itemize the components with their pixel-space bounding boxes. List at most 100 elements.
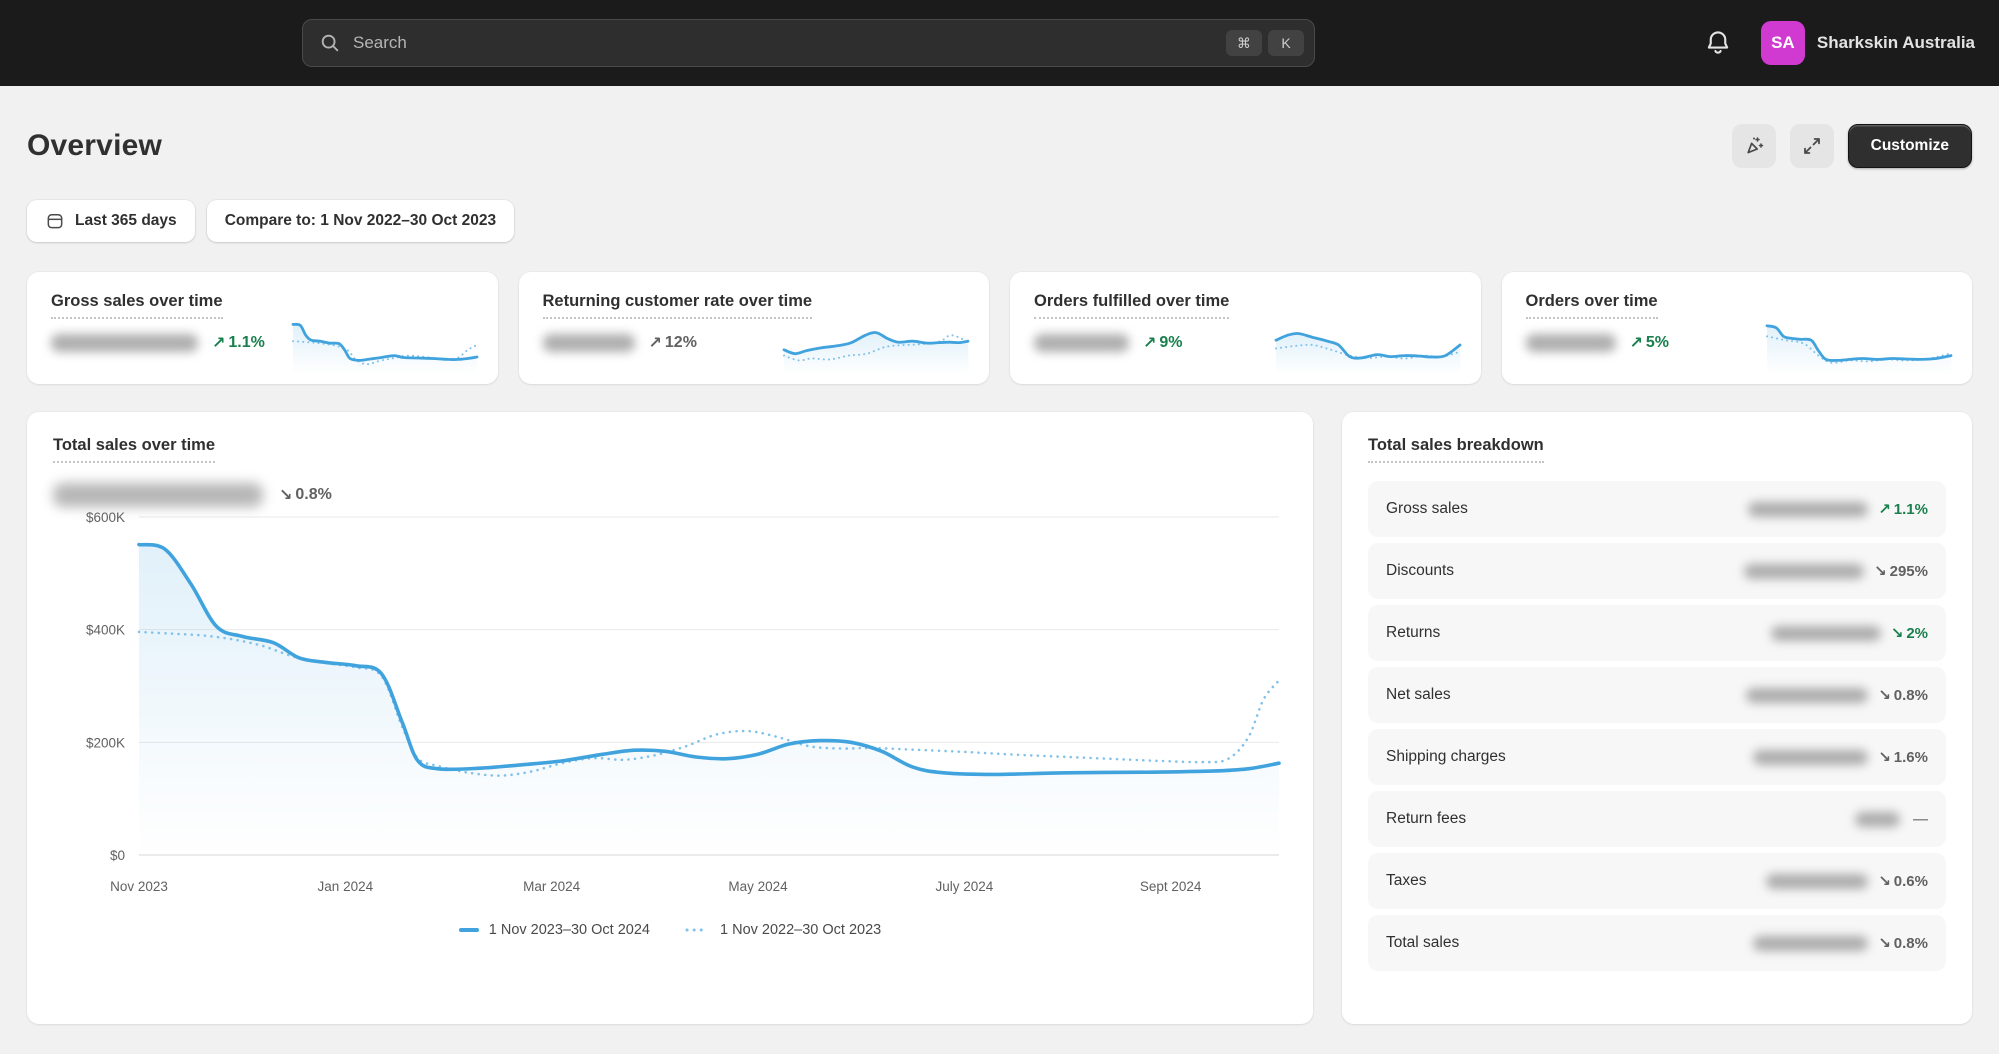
metric-sparkline xyxy=(291,322,478,374)
metric-card[interactable]: Gross sales over time ↗ 1.1% xyxy=(27,272,498,384)
change-arrow-icon: ↘ xyxy=(1878,873,1891,890)
breakdown-row-label: Gross sales xyxy=(1386,500,1468,517)
breakdown-row[interactable]: Discounts ↘ 295% xyxy=(1368,543,1946,599)
metric-title: Orders over time xyxy=(1525,292,1658,319)
svg-text:$400K: $400K xyxy=(86,623,125,638)
sidekick-button[interactable] xyxy=(1731,124,1776,168)
svg-text:July 2024: July 2024 xyxy=(935,879,993,894)
row-change: ↘ 2% xyxy=(1890,624,1928,643)
change-arrow-icon: ↘ xyxy=(1878,935,1891,952)
svg-text:$600K: $600K xyxy=(86,510,125,525)
breakdown-row-label: Discounts xyxy=(1386,562,1455,579)
notifications-button[interactable] xyxy=(1699,24,1737,62)
redacted-total-sales-value xyxy=(53,483,263,507)
metric-change: ↗ 5% xyxy=(1629,334,1670,352)
breakdown-row-label: Taxes xyxy=(1386,872,1427,889)
change-arrow-icon: ↘ xyxy=(279,487,293,504)
metric-change: ↗ 12% xyxy=(648,334,697,352)
metric-card[interactable]: Returning customer rate over time ↗ 12% xyxy=(518,272,989,384)
store-avatar: SA xyxy=(1760,21,1805,65)
change-arrow-icon: ↘ xyxy=(1878,687,1891,704)
search-input[interactable] xyxy=(351,32,1220,54)
topbar: ⌘ K SA Sharkskin Australia xyxy=(0,0,1999,86)
svg-text:May 2024: May 2024 xyxy=(728,879,788,894)
breakdown-row[interactable]: Net sales ↘ 0.8% xyxy=(1368,667,1946,723)
legend-previous-period[interactable]: 1 Nov 2022–30 Oct 2023 xyxy=(684,922,881,938)
svg-text:Mar 2024: Mar 2024 xyxy=(523,879,581,894)
redacted-row-value xyxy=(1748,501,1869,517)
chart-legend: 1 Nov 2023–30 Oct 2024 1 Nov 2022–30 Oct… xyxy=(53,922,1287,938)
metric-title: Returning customer rate over time xyxy=(542,292,813,319)
breakdown-row[interactable]: Shipping charges ↘ 1.6% xyxy=(1368,729,1946,785)
change-arrow-icon: ↘ xyxy=(1878,749,1891,766)
store-name: Sharkskin Australia xyxy=(1816,33,1975,52)
redacted-metric-value xyxy=(1525,334,1616,352)
svg-text:Nov 2023: Nov 2023 xyxy=(110,879,168,894)
row-change: ↘ 0.8% xyxy=(1878,934,1928,953)
date-range-label: Last 365 days xyxy=(75,212,177,229)
filters-row: Last 365 days Compare to: 1 Nov 2022–30 … xyxy=(27,200,1972,242)
chart-title[interactable]: Total sales over time xyxy=(53,436,216,463)
dotted-line-swatch xyxy=(685,928,710,932)
total-sales-chart-card: Total sales over time ↘ 0.8% $0 $200K $400… xyxy=(27,412,1313,1024)
breakdown-row[interactable]: Return fees — xyxy=(1368,791,1946,847)
search-box[interactable]: ⌘ K xyxy=(302,19,1315,67)
breakdown-rows: Gross sales ↗ 1.1% Discounts ↘ 295% Retu… xyxy=(1368,481,1946,971)
breakdown-row[interactable]: Total sales ↘ 0.8% xyxy=(1368,915,1946,971)
total-sales-breakdown-card: Total sales breakdown Gross sales ↗ 1.1%… xyxy=(1342,412,1972,1024)
metric-sparkline xyxy=(782,331,970,374)
redacted-row-value xyxy=(1855,811,1900,827)
redacted-metric-value xyxy=(1034,334,1129,352)
row-change: ↗ 1.1% xyxy=(1878,500,1928,519)
shortcut-cmd-key: ⌘ xyxy=(1226,30,1262,56)
breakdown-title[interactable]: Total sales breakdown xyxy=(1368,436,1544,463)
change-arrow-icon: ↘ xyxy=(1890,625,1904,642)
change-arrow-icon: ↗ xyxy=(1143,335,1157,352)
page-header: Overview Customize xyxy=(27,124,1972,168)
metric-card[interactable]: Orders fulfilled over time ↗ 9% xyxy=(1010,272,1481,384)
search-icon xyxy=(321,34,339,52)
metric-card[interactable]: Orders over time ↗ 5% xyxy=(1501,272,1972,384)
sidekick-sparkle-icon xyxy=(1746,137,1763,154)
breakdown-row-label: Total sales xyxy=(1386,934,1460,951)
metric-sparkline xyxy=(1274,332,1461,374)
svg-text:$0: $0 xyxy=(110,848,125,863)
redacted-metric-value xyxy=(542,334,635,352)
header-actions: Customize xyxy=(1731,124,1972,168)
row-change: ↘ 295% xyxy=(1874,562,1928,581)
redacted-row-value xyxy=(1766,873,1869,889)
metric-cards-row: Gross sales over time ↗ 1.1% Returning c… xyxy=(27,272,1972,384)
date-range-button[interactable]: Last 365 days xyxy=(27,200,195,242)
customize-button[interactable]: Customize xyxy=(1847,124,1972,168)
svg-text:Sept 2024: Sept 2024 xyxy=(1140,879,1202,894)
compare-label: Compare to: 1 Nov 2022–30 Oct 2023 xyxy=(224,212,497,229)
metric-title: Orders fulfilled over time xyxy=(1034,292,1230,319)
change-arrow-icon: ↘ xyxy=(1874,563,1887,580)
breakdown-row-label: Shipping charges xyxy=(1386,748,1506,765)
legend-current-period[interactable]: 1 Nov 2023–30 Oct 2024 xyxy=(458,922,650,938)
breakdown-row[interactable]: Returns ↘ 2% xyxy=(1368,605,1946,661)
breakdown-row-label: Returns xyxy=(1386,624,1441,641)
row-change: ↘ 1.6% xyxy=(1878,748,1928,767)
redacted-row-value xyxy=(1744,563,1865,579)
breakdown-row[interactable]: Taxes ↘ 0.6% xyxy=(1368,853,1946,909)
bell-icon xyxy=(1707,31,1729,54)
page-title: Overview xyxy=(27,129,163,162)
total-sales-line-chart: $0 $200K $400K $600K Nov 2023 Jan 2024 Mar 202… xyxy=(86,510,1281,894)
topbar-right: SA Sharkskin Australia xyxy=(1699,0,1975,86)
change-arrow-icon: ↗ xyxy=(648,335,662,352)
breakdown-row-label: Net sales xyxy=(1386,686,1451,703)
redacted-row-value xyxy=(1746,687,1869,703)
compare-button[interactable]: Compare to: 1 Nov 2022–30 Oct 2023 xyxy=(206,200,515,242)
solid-line-swatch xyxy=(458,928,479,932)
expand-icon xyxy=(1803,138,1820,154)
change-arrow-icon: ↗ xyxy=(1629,335,1643,352)
expand-button[interactable] xyxy=(1789,124,1834,168)
row-change: ↘ 0.8% xyxy=(1878,686,1928,705)
redacted-metric-value xyxy=(51,334,198,352)
store-account-button[interactable]: SA Sharkskin Australia xyxy=(1760,21,1975,65)
redacted-row-value xyxy=(1753,749,1869,765)
breakdown-row[interactable]: Gross sales ↗ 1.1% xyxy=(1368,481,1946,537)
change-arrow-icon: ↗ xyxy=(1878,501,1891,518)
